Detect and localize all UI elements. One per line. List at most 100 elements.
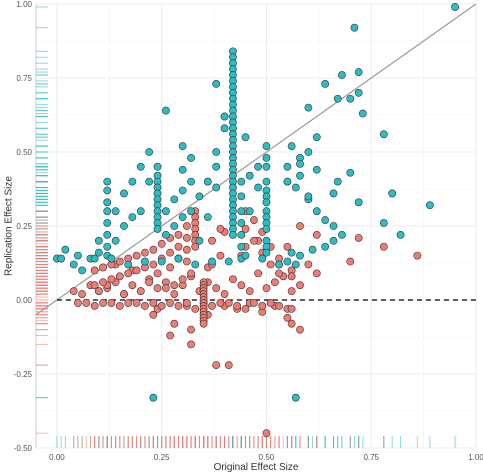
data-point bbox=[266, 260, 275, 269]
data-point bbox=[195, 192, 204, 201]
data-point bbox=[233, 302, 242, 310]
data-point bbox=[153, 284, 162, 293]
data-point bbox=[157, 239, 166, 248]
data-point bbox=[111, 236, 120, 245]
data-point bbox=[291, 393, 300, 402]
data-point bbox=[237, 192, 246, 201]
data-point bbox=[451, 3, 459, 11]
data-point bbox=[275, 269, 283, 278]
data-point bbox=[329, 189, 338, 198]
data-point bbox=[262, 154, 271, 162]
data-point bbox=[296, 251, 304, 260]
data-point bbox=[136, 207, 145, 216]
data-point bbox=[296, 159, 304, 168]
data-point bbox=[191, 242, 200, 251]
x-rug bbox=[56, 436, 456, 448]
data-point bbox=[128, 177, 137, 186]
data-point bbox=[262, 248, 271, 257]
data-point bbox=[153, 269, 162, 278]
data-point bbox=[312, 269, 321, 278]
data-point bbox=[128, 281, 137, 290]
data-point bbox=[115, 272, 124, 281]
data-point bbox=[78, 266, 86, 275]
data-point bbox=[296, 222, 304, 230]
data-point bbox=[296, 171, 304, 180]
data-point bbox=[208, 236, 216, 245]
x-tick-label: 0.50 bbox=[259, 453, 275, 462]
data-point bbox=[216, 299, 225, 307]
data-point bbox=[237, 177, 246, 186]
data-point bbox=[141, 257, 149, 266]
data-point bbox=[111, 207, 120, 216]
data-point bbox=[162, 230, 170, 239]
data-point bbox=[103, 242, 112, 251]
data-point bbox=[162, 284, 170, 293]
data-point bbox=[103, 230, 112, 239]
data-point bbox=[145, 177, 154, 186]
data-point bbox=[250, 216, 258, 224]
data-point bbox=[90, 266, 99, 275]
data-point bbox=[262, 177, 271, 186]
data-point bbox=[224, 361, 233, 370]
data-point bbox=[132, 266, 141, 275]
data-point bbox=[74, 299, 82, 307]
data-point bbox=[103, 186, 112, 195]
data-point bbox=[107, 254, 116, 263]
data-point bbox=[103, 207, 112, 216]
data-point bbox=[237, 207, 246, 216]
data-point bbox=[346, 168, 355, 177]
data-point bbox=[90, 281, 99, 290]
y-tick-label: 0.75 bbox=[16, 74, 32, 83]
data-point bbox=[99, 299, 107, 307]
data-points bbox=[53, 3, 459, 438]
data-point bbox=[283, 313, 292, 322]
x-tick-label: 0.00 bbox=[49, 453, 65, 462]
data-point bbox=[149, 245, 158, 254]
data-point bbox=[136, 287, 145, 296]
data-point bbox=[120, 189, 128, 198]
data-point bbox=[178, 142, 187, 150]
data-point bbox=[354, 68, 363, 76]
data-point bbox=[338, 71, 346, 79]
y-tick-label: 1.00 bbox=[16, 0, 32, 9]
data-point bbox=[308, 245, 317, 254]
data-point bbox=[358, 109, 367, 118]
data-point bbox=[229, 230, 237, 239]
data-point bbox=[174, 242, 183, 251]
data-point bbox=[99, 278, 107, 287]
data-point bbox=[262, 162, 271, 171]
data-point bbox=[224, 299, 233, 307]
data-point bbox=[220, 124, 229, 133]
data-point bbox=[94, 287, 103, 296]
data-point bbox=[287, 287, 296, 296]
data-point bbox=[170, 222, 179, 230]
data-point bbox=[212, 80, 221, 88]
data-point bbox=[266, 299, 275, 307]
data-point bbox=[283, 162, 292, 171]
data-point bbox=[321, 80, 330, 88]
y-tick-label: -0.25 bbox=[14, 370, 33, 379]
data-point bbox=[413, 251, 422, 260]
data-point bbox=[229, 275, 237, 284]
data-point bbox=[304, 148, 313, 156]
data-point bbox=[262, 142, 271, 150]
data-point bbox=[166, 299, 174, 307]
data-point bbox=[124, 269, 133, 278]
axes: 0.00 0.25 0.50 0.75 1.00 -0.50 -0.25 0.00 0.25 0.… bbox=[14, 0, 483, 462]
data-point bbox=[103, 198, 112, 207]
data-point bbox=[208, 302, 216, 310]
data-point bbox=[237, 219, 246, 227]
data-point bbox=[354, 198, 363, 207]
data-point bbox=[212, 148, 221, 156]
data-point bbox=[107, 275, 116, 284]
data-point bbox=[262, 429, 271, 438]
data-point bbox=[145, 278, 154, 287]
data-point bbox=[199, 319, 208, 328]
data-point bbox=[329, 236, 338, 245]
data-point bbox=[216, 251, 225, 260]
data-point bbox=[141, 302, 149, 310]
data-point bbox=[287, 319, 296, 328]
data-point bbox=[187, 207, 195, 216]
data-point bbox=[107, 299, 116, 307]
data-point bbox=[187, 154, 195, 162]
